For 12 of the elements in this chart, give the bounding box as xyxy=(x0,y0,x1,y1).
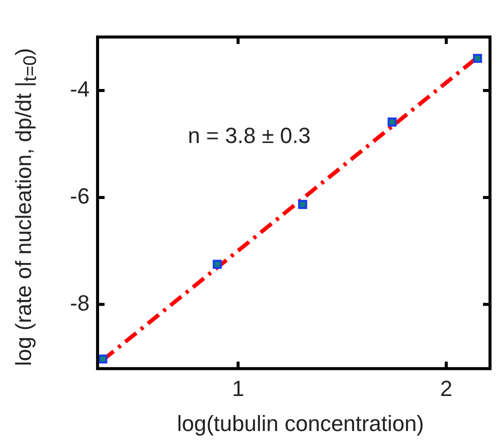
point xyxy=(98,354,108,364)
y-tick-label: -4 xyxy=(70,76,90,102)
x-axis-title: log(tubulin concentration) xyxy=(176,411,426,437)
y-tick-label: -6 xyxy=(70,184,90,209)
annotation: n = 3.8 ± 0.3 xyxy=(188,123,311,150)
point xyxy=(212,260,222,269)
x-tick-label: 2 xyxy=(440,376,452,401)
point xyxy=(388,118,397,127)
x-tick-label: 1 xyxy=(232,376,244,401)
point xyxy=(472,54,482,63)
y-tick-label: -8 xyxy=(70,290,90,316)
point xyxy=(298,200,308,209)
